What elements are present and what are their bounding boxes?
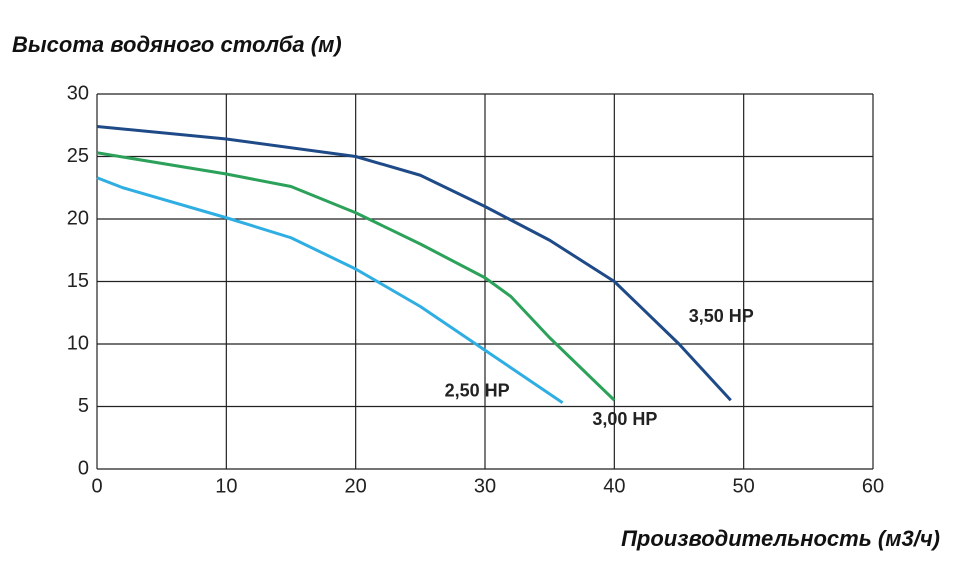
x-tick-label: 0 [91,475,102,497]
series-line [96,176,564,404]
x-tick-label: 40 [603,475,625,497]
x-tick-label: 20 [345,475,367,497]
y-tick-label: 25 [67,145,89,167]
x-tick-label: 30 [474,475,496,497]
y-axis-title: Высота водяного столба (м) [12,32,342,57]
y-tick-label: 15 [67,270,89,292]
y-tick-label: 5 [78,395,89,417]
series-line [96,151,616,402]
series-line [96,125,732,402]
series-label: 3,00 HP [592,409,657,429]
y-tick-label: 20 [67,207,89,229]
x-tick-label: 50 [733,475,755,497]
series-label: 2,50 HP [445,381,510,401]
y-tick-label: 0 [78,457,89,479]
y-tick-label: 10 [67,332,89,354]
x-axis-title: Производительность (м3/ч) [621,526,940,551]
series-label: 3,50 HP [689,306,754,326]
y-tick-label: 30 [67,82,89,104]
x-tick-label: 10 [215,475,237,497]
x-tick-label: 60 [862,475,884,497]
